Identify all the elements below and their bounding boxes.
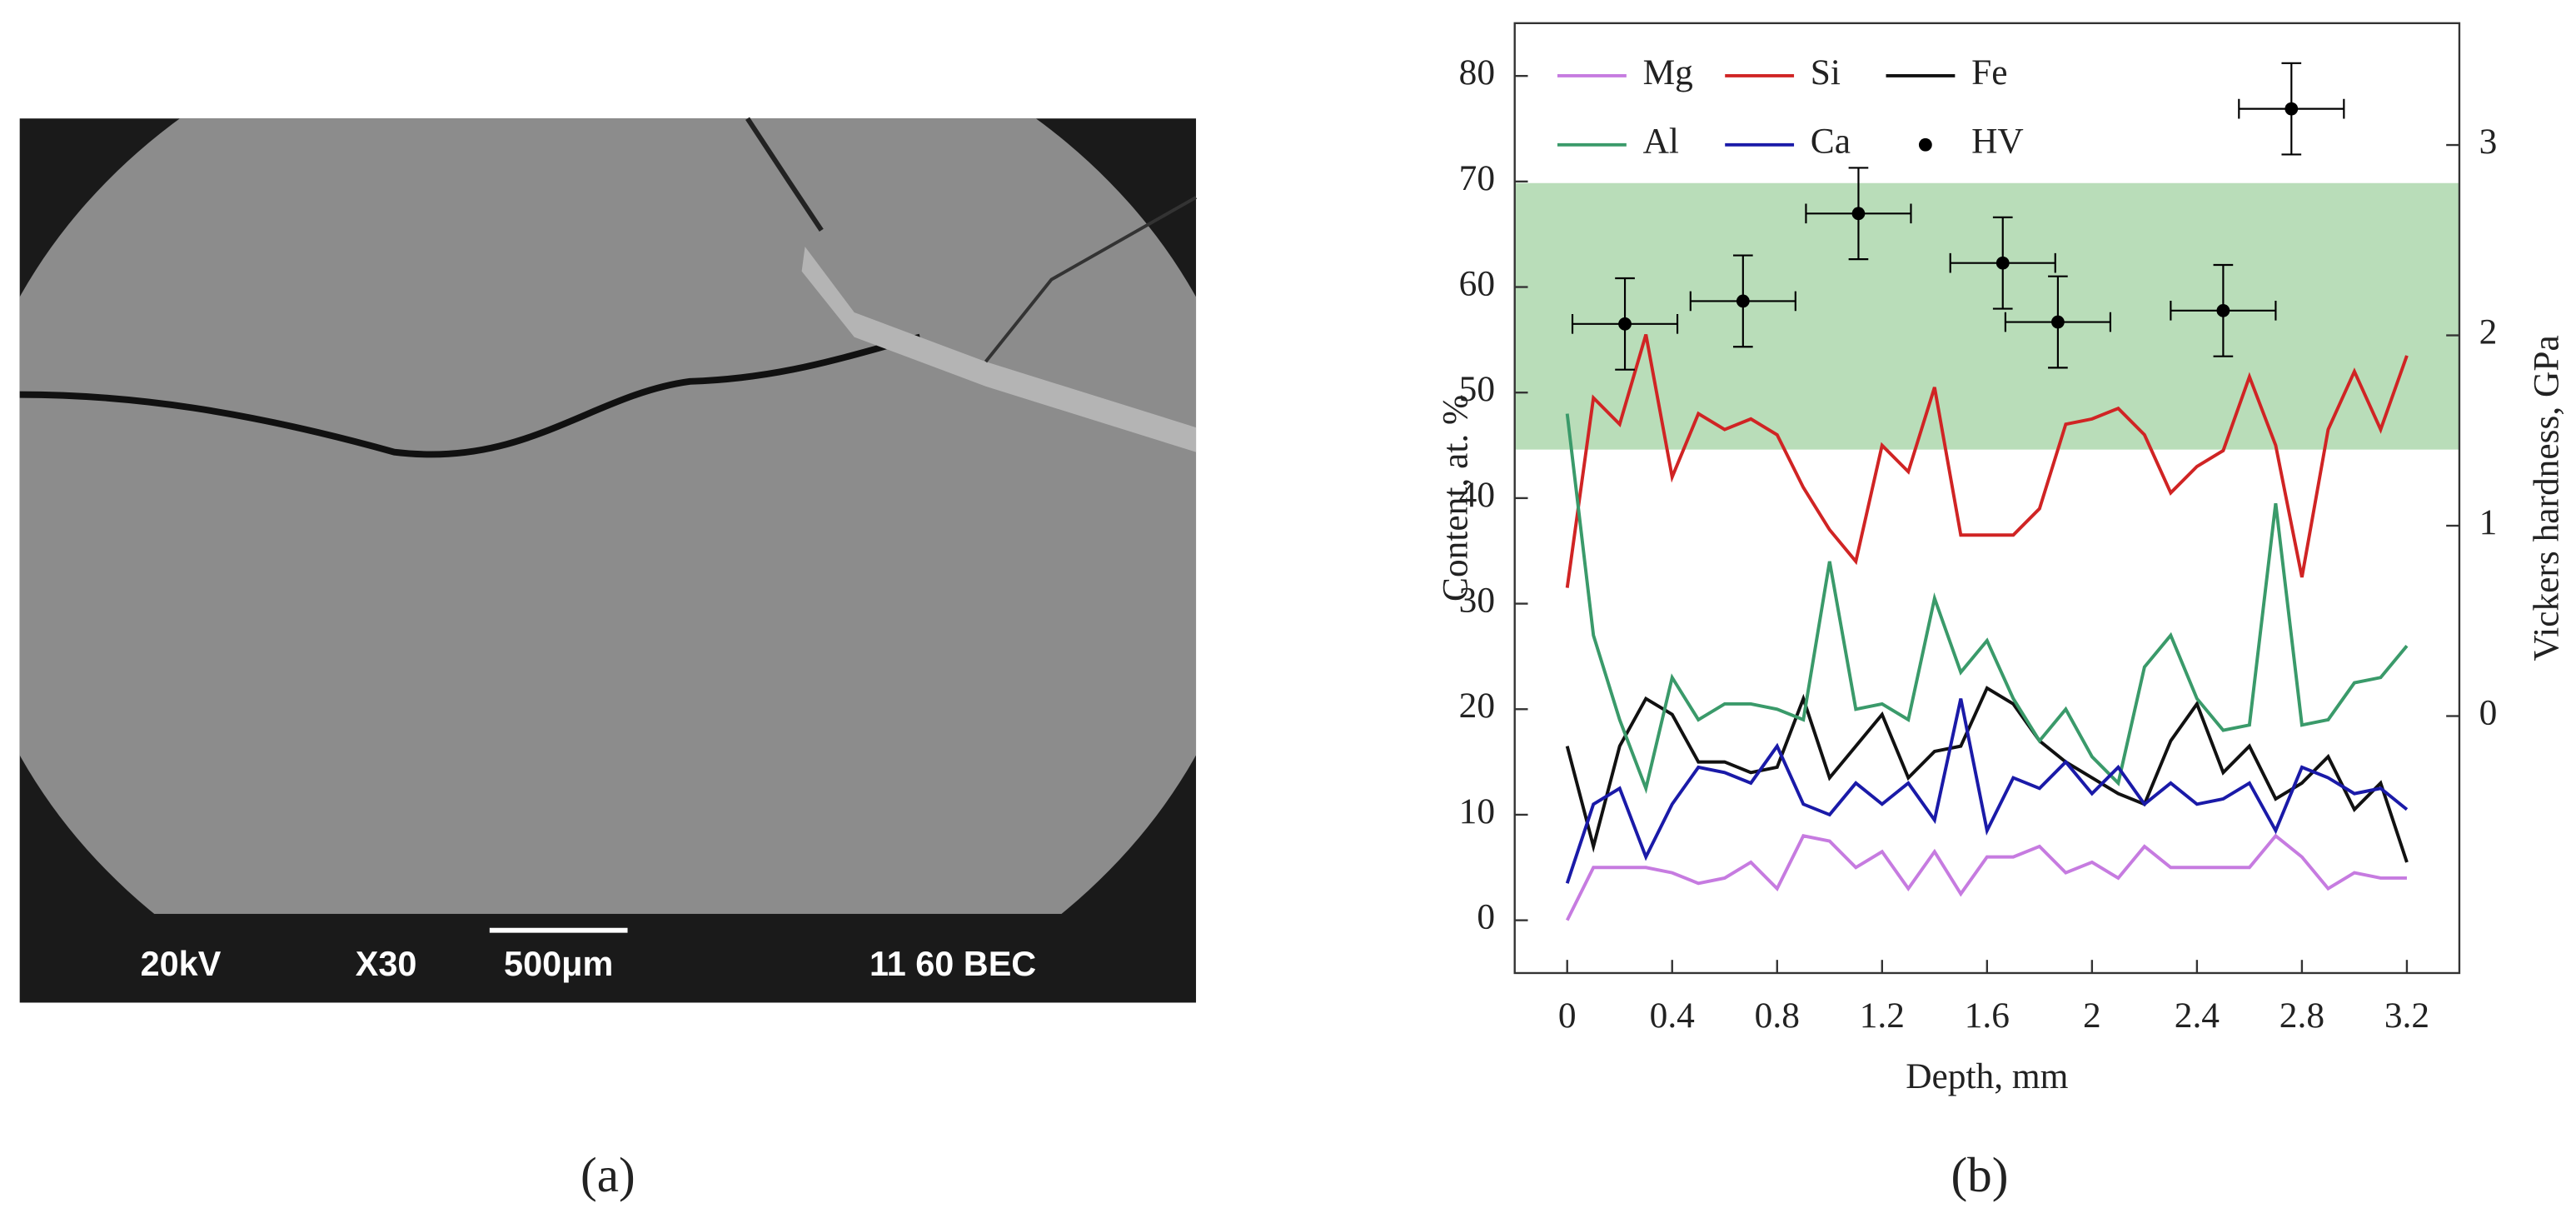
legend-marker [1918, 137, 1932, 152]
legend-label: Mg [1643, 52, 1693, 92]
crack [19, 333, 921, 458]
y-tick-label: 10 [1459, 791, 1495, 831]
y-tick-label: 70 [1459, 158, 1495, 198]
hv-marker [1618, 317, 1632, 331]
y-axis-label: Content, at. % [1436, 395, 1476, 602]
caption: (a) [580, 1147, 635, 1202]
x-tick-label: 2.8 [2280, 996, 2324, 1036]
x-tick-label: 2 [2083, 996, 2101, 1036]
legend-label: Fe [1971, 52, 2007, 92]
x-tick-label: 0.4 [1650, 996, 1696, 1036]
y-tick-label: 0 [1477, 897, 1495, 937]
y2-tick-label: 2 [2479, 312, 2498, 352]
legend-label: Si [1811, 52, 1841, 92]
x-tick-label: 3.2 [2384, 996, 2429, 1036]
chart: 0 0.4 0.8 1.2 1.6 2 2.4 2.8 3.201020304050607080… [1436, 22, 2566, 1096]
hv-point [1571, 277, 1679, 371]
y2-tick-label: 1 [2479, 502, 2498, 542]
crack [984, 196, 1198, 363]
x-tick-label: 1.6 [1965, 996, 2010, 1036]
sem-label: X30 [356, 945, 417, 983]
y2-axis-label: Vickers hardness, GPa [2526, 335, 2566, 661]
x-tick-label: 0 [1558, 996, 1577, 1036]
x-tick-label: 2.4 [2175, 996, 2220, 1036]
x-tick-label: 0.8 [1755, 996, 1800, 1036]
sem-surface [19, 118, 1197, 914]
x-tick-label: 1.2 [1860, 996, 1905, 1036]
y-tick-label: 40 [1459, 475, 1495, 515]
hv-marker [2216, 303, 2230, 317]
hv-point [2004, 275, 2111, 369]
legend-label: Al [1643, 122, 1679, 162]
sem-label: 500μm [504, 945, 613, 983]
y-tick-label: 50 [1459, 369, 1495, 409]
sem-image: 20kV X30 500μm 11 60 BEC [19, 117, 1198, 1003]
x-axis-label: Depth, mm [1906, 1056, 2068, 1096]
hv-marker [1736, 294, 1750, 308]
sem-label: 20kV [141, 945, 222, 983]
hv-marker [2285, 102, 2299, 116]
series-line [1565, 833, 2407, 921]
legend-label: Ca [1811, 122, 1851, 162]
y2-tick-label: 0 [2479, 692, 2498, 732]
hv-point [2238, 62, 2345, 156]
y2-tick-label: 3 [2479, 122, 2498, 162]
hv-point [1689, 254, 1796, 348]
caption: (b) [1951, 1147, 2008, 1202]
hv-marker [1851, 207, 1866, 221]
y-tick-label: 30 [1459, 581, 1495, 621]
series-line [1565, 333, 2409, 588]
series-line [1565, 413, 2409, 794]
hv-point [1805, 167, 1912, 261]
hv-marker [1996, 256, 2010, 270]
hv-marker [2051, 315, 2065, 329]
shaded-band [1514, 182, 2459, 450]
crack [745, 117, 824, 232]
vein [801, 247, 1197, 452]
hv-point [2170, 263, 2277, 357]
hv-point [1949, 216, 2056, 310]
series-line [1565, 698, 2409, 884]
sem-label: 11 60 BEC [869, 945, 1036, 983]
series-line [1565, 686, 2409, 863]
legend-label: HV [1971, 122, 2024, 162]
y-tick-label: 20 [1459, 686, 1495, 726]
y-tick-label: 80 [1459, 52, 1495, 92]
y-tick-label: 60 [1459, 263, 1495, 303]
